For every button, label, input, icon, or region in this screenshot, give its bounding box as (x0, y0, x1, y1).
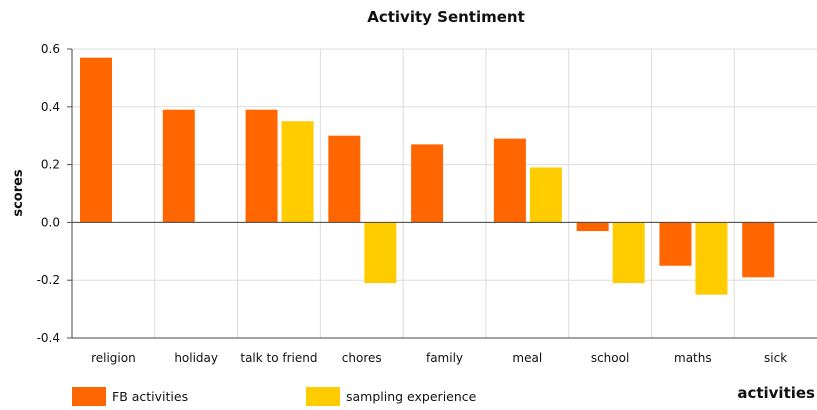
bar-fb-activities (328, 135, 361, 223)
bar-sampling-experience (695, 222, 728, 295)
x-tick-label: sick (764, 351, 787, 365)
x-tick-label: religion (91, 351, 136, 365)
y-tick-label: -0.2 (37, 273, 60, 287)
x-tick-label: maths (674, 351, 712, 365)
legend-swatch (72, 387, 106, 406)
x-tick-label: family (426, 351, 463, 365)
bar-sampling-experience (529, 167, 562, 223)
x-tick-label: chores (342, 351, 382, 365)
y-tick-label: 0.6 (41, 42, 60, 56)
bar-fb-activities (80, 57, 112, 223)
x-tick-label: talk to friend (240, 351, 317, 365)
bar-fb-activities (245, 109, 278, 223)
y-tick-label: 0.4 (41, 100, 60, 114)
bar-fb-activities (493, 138, 526, 223)
legend-label: sampling experience (346, 389, 477, 404)
legend: FB activities sampling experience (72, 387, 477, 406)
bar-fb-activities (411, 144, 444, 223)
tick-labels: 0.6 0.4 0.2 0.0 -0.2 -0.4 religion holiday talk … (37, 42, 788, 365)
x-tick-label: school (591, 351, 629, 365)
bar-fb-activities (742, 222, 775, 278)
bar-fb-activities (659, 222, 692, 266)
legend-label: FB activities (112, 389, 188, 404)
bar-fb-activities (162, 109, 195, 223)
bars (80, 57, 775, 295)
bar-sampling-experience (281, 121, 314, 223)
axes (67, 48, 817, 339)
y-tick-label: 0.0 (41, 215, 60, 229)
x-tick-label: meal (512, 351, 542, 365)
y-axis-title: scores (11, 169, 26, 217)
y-tick-label: 0.2 (41, 158, 60, 172)
chart-title: Activity Sentiment (367, 8, 525, 26)
y-tick-label: -0.4 (37, 331, 60, 345)
bar-sampling-experience (612, 222, 645, 284)
bar-fb-activities (576, 222, 609, 232)
x-axis-title: activities (737, 384, 815, 402)
bar-sampling-experience (364, 222, 397, 284)
x-tick-label: holiday (174, 351, 218, 365)
legend-swatch (306, 387, 340, 406)
